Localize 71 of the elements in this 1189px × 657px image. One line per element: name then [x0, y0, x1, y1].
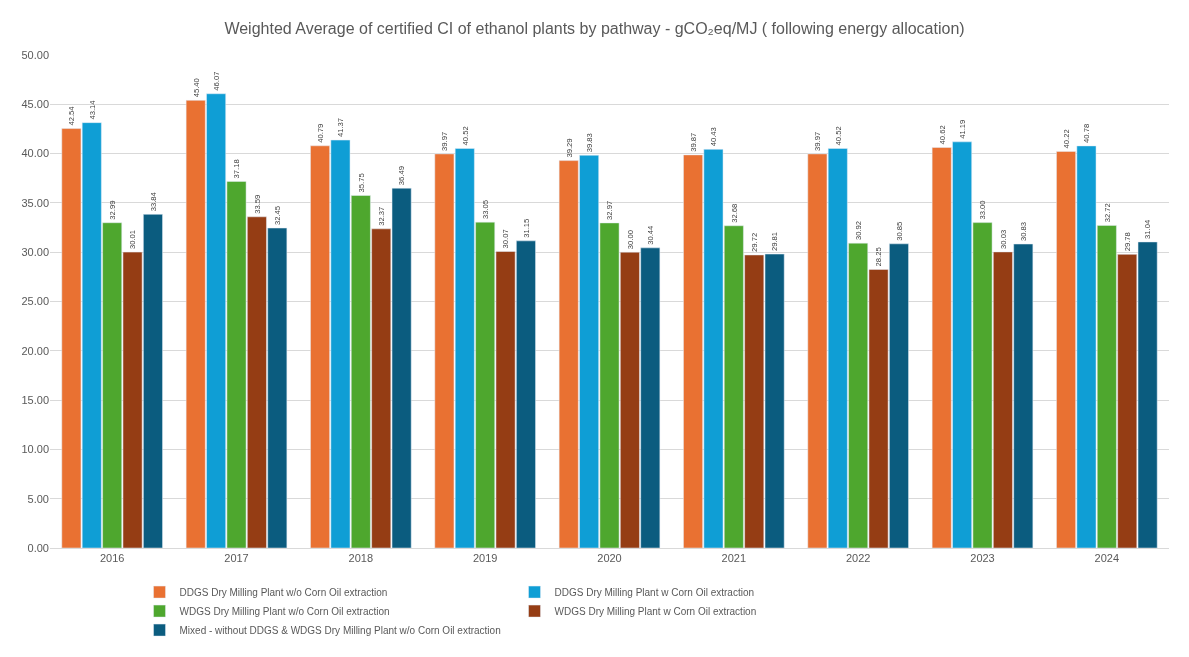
data-label: 30.85: [894, 221, 904, 241]
data-label: 33.59: [252, 194, 262, 214]
data-label: 33.05: [480, 199, 490, 220]
data-label: 29.78: [1123, 232, 1133, 252]
y-tick-label: 40.00: [21, 147, 49, 160]
x-tick-label: 2021: [721, 552, 747, 565]
data-label: 46.07: [211, 71, 221, 91]
data-label: 30.92: [853, 220, 863, 241]
data-label: 41.19: [957, 119, 967, 139]
data-label: 32.72: [1102, 203, 1112, 223]
x-tick-label: 2019: [472, 552, 498, 565]
data-label: 31.15: [521, 218, 531, 238]
data-label: 32.99: [107, 200, 117, 220]
data-label: 40.52: [460, 126, 470, 146]
data-label: 32.45: [273, 205, 283, 226]
data-label: 28.25: [874, 247, 884, 267]
data-label: 45.40: [191, 78, 201, 98]
y-tick-label: 10.00: [21, 443, 49, 456]
data-label: 30.83: [1019, 221, 1029, 241]
x-tick-label: 2016: [99, 552, 125, 565]
data-label: 30.03: [998, 229, 1008, 249]
data-label: 30.44: [646, 224, 656, 245]
data-label: 43.14: [87, 99, 97, 120]
y-tick-label: 45.00: [21, 98, 49, 111]
data-label: 39.97: [440, 131, 450, 151]
data-label: 42.54: [67, 105, 77, 126]
legend-label: DDGS Dry Milling Plant w/o Corn Oil extraction: [179, 586, 388, 598]
legend-label: WDGS Dry Milling Plant w Corn Oil extraction: [554, 605, 757, 617]
data-label: 32.37: [377, 206, 387, 226]
chart-title: Weighted Average of certified CI of ethanol plants by pathway - gCO₂eq/MJ ( following energy allocation): [224, 20, 965, 38]
data-label: 30.01: [128, 229, 138, 250]
data-label: 32.68: [729, 203, 739, 223]
legend-label: DDGS Dry Milling Plant w Corn Oil extraction: [554, 586, 755, 598]
y-tick-label: 50.00: [21, 48, 49, 61]
data-label: 40.22: [1061, 129, 1071, 149]
y-tick-label: 25.00: [21, 295, 49, 308]
data-label: 40.52: [833, 126, 843, 146]
data-label: 36.49: [397, 166, 407, 186]
x-tick-label: 2022: [845, 552, 871, 565]
data-label: 29.81: [770, 231, 780, 252]
data-label: 40.79: [315, 123, 325, 143]
legend-label: WDGS Dry Milling Plant w/o Corn Oil extraction: [179, 605, 390, 617]
data-label: 29.72: [750, 232, 760, 252]
x-tick-label: 2024: [1094, 552, 1120, 565]
x-tick-label: 2018: [348, 552, 374, 565]
x-tick-label: 2020: [597, 552, 622, 565]
y-tick-label: 30.00: [21, 246, 49, 259]
data-label: 31.04: [1143, 219, 1153, 239]
data-label: 40.43: [709, 127, 719, 147]
data-label: 30.07: [501, 229, 511, 249]
data-label: 32.97: [605, 200, 615, 220]
data-label: 40.62: [937, 125, 947, 145]
y-tick-label: 5.00: [27, 492, 49, 505]
x-tick-label: 2023: [970, 552, 995, 565]
y-tick-label: 35.00: [21, 196, 49, 209]
data-label: 33.00: [978, 200, 988, 220]
y-tick-label: 0.00: [27, 541, 49, 554]
data-label: 33.84: [148, 191, 158, 212]
data-label: 37.18: [232, 159, 242, 179]
y-tick-label: 20.00: [21, 344, 49, 357]
data-label: 35.75: [356, 173, 366, 193]
data-label: 39.83: [584, 133, 594, 153]
legend-label: Mixed - without DDGS & WDGS Dry Milling Plant w/o Corn Oil extraction: [179, 624, 501, 636]
data-label: 39.97: [813, 131, 823, 151]
data-label: 39.29: [564, 138, 574, 158]
data-label: 39.87: [688, 132, 698, 152]
data-label: 41.37: [336, 117, 346, 138]
y-tick-label: 15.00: [21, 393, 49, 406]
x-tick-label: 2017: [224, 552, 249, 565]
data-label: 30.00: [625, 230, 635, 250]
data-label: 40.78: [1082, 123, 1092, 143]
